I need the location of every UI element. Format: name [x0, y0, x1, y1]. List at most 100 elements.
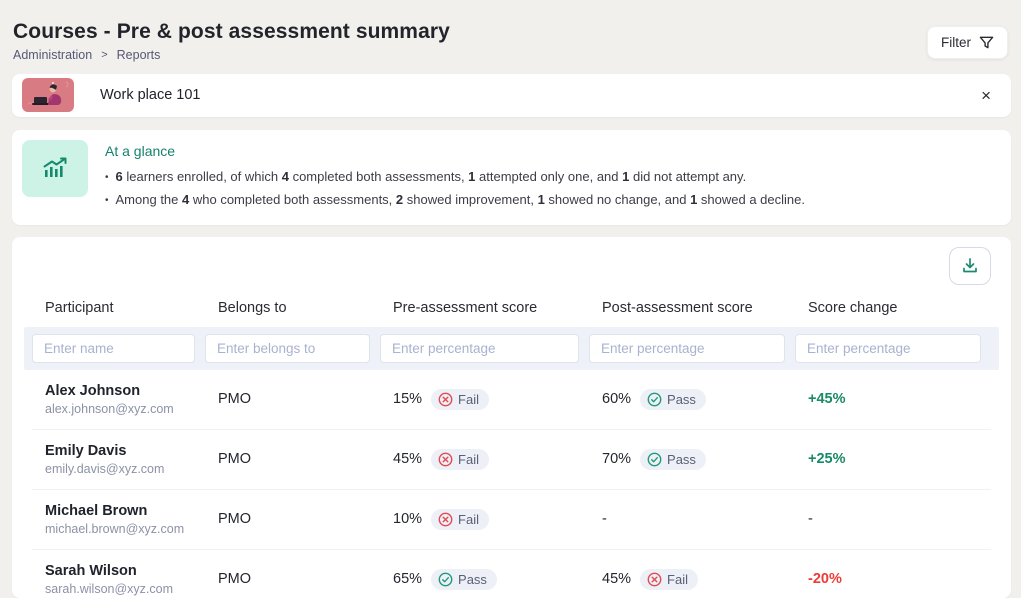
pre-assessment-score-cell: 15% Fail — [380, 388, 589, 410]
fail-status-badge: Fail — [431, 508, 489, 530]
pass-circle-icon — [647, 452, 662, 467]
course-title: Work place 101 — [100, 87, 201, 104]
page-title: Courses - Pre & post assessment summary — [13, 20, 450, 43]
table-filter-row — [24, 326, 999, 370]
score-value: 60% — [602, 391, 632, 408]
fail-status-badge: Fail — [431, 388, 489, 410]
post-assessment-score-cell: 60% Pass — [589, 388, 795, 410]
participant-email: alex.johnson@xyz.com — [45, 401, 174, 416]
fail-status-badge: Fail — [640, 568, 698, 590]
column-header-score-change: Score change — [808, 299, 898, 316]
belongs-to-filter-input[interactable] — [205, 333, 370, 363]
post-assessment-score-cell: 70% Pass — [589, 448, 795, 470]
score-change-value: +45% — [808, 391, 846, 408]
fail-circle-icon — [438, 392, 453, 407]
status-badge-label: Fail — [667, 571, 688, 587]
status-badge-label: Fail — [458, 451, 479, 467]
course-thumbnail — [22, 78, 74, 113]
glance-heading: At a glance — [105, 142, 176, 159]
score-value: 10% — [393, 511, 423, 528]
pass-circle-icon — [647, 392, 662, 407]
table-row: Emily Davis emily.davis@xyz.com PMO 45% F… — [32, 430, 991, 490]
column-header-belongs-to: Belongs to — [218, 299, 287, 316]
glance-content: At a glance • 6 learners enrolled, of wh… — [105, 140, 805, 212]
name-filter-input[interactable] — [32, 333, 195, 363]
post-assessment-score-cell: - — [602, 511, 607, 528]
chart-icon — [22, 139, 88, 197]
belongs-to-value: PMO — [218, 391, 252, 408]
score-value: 70% — [602, 451, 632, 468]
score-change-filter-input[interactable] — [795, 333, 981, 363]
pre-assessment-score-cell: 45% Fail — [380, 448, 589, 470]
belongs-to-value: PMO — [218, 571, 252, 588]
score-change-value: - — [808, 511, 813, 528]
download-button[interactable] — [949, 246, 991, 285]
pre-assessment-score-cell: 10% Fail — [380, 508, 589, 530]
status-badge-label: Pass — [458, 571, 487, 587]
bullet-dot: • — [105, 194, 109, 206]
score-value: 15% — [393, 391, 423, 408]
pre-score-filter-input[interactable] — [380, 333, 579, 363]
breadcrumb-separator-icon: > — [101, 49, 108, 61]
column-header-post-score: Post-assessment score — [602, 299, 753, 316]
breadcrumb-administration[interactable]: Administration — [13, 48, 93, 62]
score-value: 45% — [602, 571, 632, 588]
glance-bullet-2: • Among the 4 who completed both assessm… — [105, 189, 805, 212]
table-row: Alex Johnson alex.johnson@xyz.com PMO 15… — [32, 370, 991, 430]
assessment-table-card: Participant Belongs to Pre-assessment sc… — [12, 236, 1011, 598]
pass-circle-icon — [438, 572, 453, 587]
download-icon — [961, 257, 979, 274]
pre-assessment-score-cell: 65% Pass — [380, 568, 589, 590]
glance-bullet-2-text: Among the 4 who completed both assessmen… — [115, 191, 805, 207]
breadcrumb: Administration > Reports — [13, 48, 1011, 62]
table-row: Sarah Wilson sarah.wilson@xyz.com PMO 65… — [32, 550, 991, 598]
participant-cell: Michael Brown michael.brown@xyz.com — [32, 503, 205, 536]
fail-circle-icon — [438, 512, 453, 527]
pass-status-badge: Pass — [431, 568, 497, 590]
participant-name: Emily Davis — [45, 442, 127, 459]
participant-name: Sarah Wilson — [45, 562, 137, 579]
participant-cell: Alex Johnson alex.johnson@xyz.com — [32, 383, 205, 416]
breadcrumb-reports[interactable]: Reports — [116, 48, 161, 62]
fail-circle-icon — [438, 452, 453, 467]
participant-name: Alex Johnson — [45, 382, 141, 399]
status-badge-label: Fail — [458, 391, 479, 407]
post-score-filter-input[interactable] — [589, 333, 785, 363]
column-header-pre-score: Pre-assessment score — [393, 299, 538, 316]
bullet-dot: • — [105, 171, 109, 183]
table-row: Michael Brown michael.brown@xyz.com PMO … — [32, 490, 991, 550]
pass-status-badge: Pass — [640, 448, 706, 470]
status-badge-label: Fail — [458, 511, 479, 527]
table-body: Alex Johnson alex.johnson@xyz.com PMO 15… — [32, 370, 991, 598]
participant-name: Michael Brown — [45, 502, 148, 519]
pass-status-badge: Pass — [640, 388, 706, 410]
participant-cell: Emily Davis emily.davis@xyz.com — [32, 443, 205, 476]
participant-email: michael.brown@xyz.com — [45, 521, 185, 536]
column-header-participant: Participant — [45, 299, 114, 316]
participant-email: emily.davis@xyz.com — [45, 461, 165, 476]
status-badge-label: Pass — [667, 391, 696, 407]
table-header-row: Participant Belongs to Pre-assessment sc… — [32, 285, 991, 327]
participant-cell: Sarah Wilson sarah.wilson@xyz.com — [32, 563, 205, 596]
fail-status-badge: Fail — [431, 448, 489, 470]
table-toolbar — [32, 246, 991, 285]
belongs-to-value: PMO — [218, 451, 252, 468]
page-header: Courses - Pre & post assessment summary … — [12, 10, 1011, 74]
belongs-to-value: PMO — [218, 511, 252, 528]
fail-circle-icon — [647, 572, 662, 587]
participant-email: sarah.wilson@xyz.com — [45, 581, 174, 596]
glance-bullet-1: • 6 learners enrolled, of which 4 comple… — [105, 166, 805, 189]
score-change-value: +25% — [808, 451, 846, 468]
score-value: 45% — [393, 451, 423, 468]
score-value: 65% — [393, 571, 423, 588]
post-assessment-score-cell: 45% Fail — [589, 568, 795, 590]
filter-button[interactable]: Filter — [927, 26, 1008, 59]
filter-button-label: Filter — [941, 35, 971, 50]
status-badge-label: Pass — [667, 451, 696, 467]
at-a-glance-card: At a glance • 6 learners enrolled, of wh… — [12, 129, 1011, 225]
glance-bullet-1-text: 6 learners enrolled, of which 4 complete… — [115, 168, 747, 184]
filter-funnel-icon — [979, 35, 994, 50]
close-icon[interactable]: × — [981, 85, 991, 105]
score-change-value: -20% — [808, 571, 842, 588]
